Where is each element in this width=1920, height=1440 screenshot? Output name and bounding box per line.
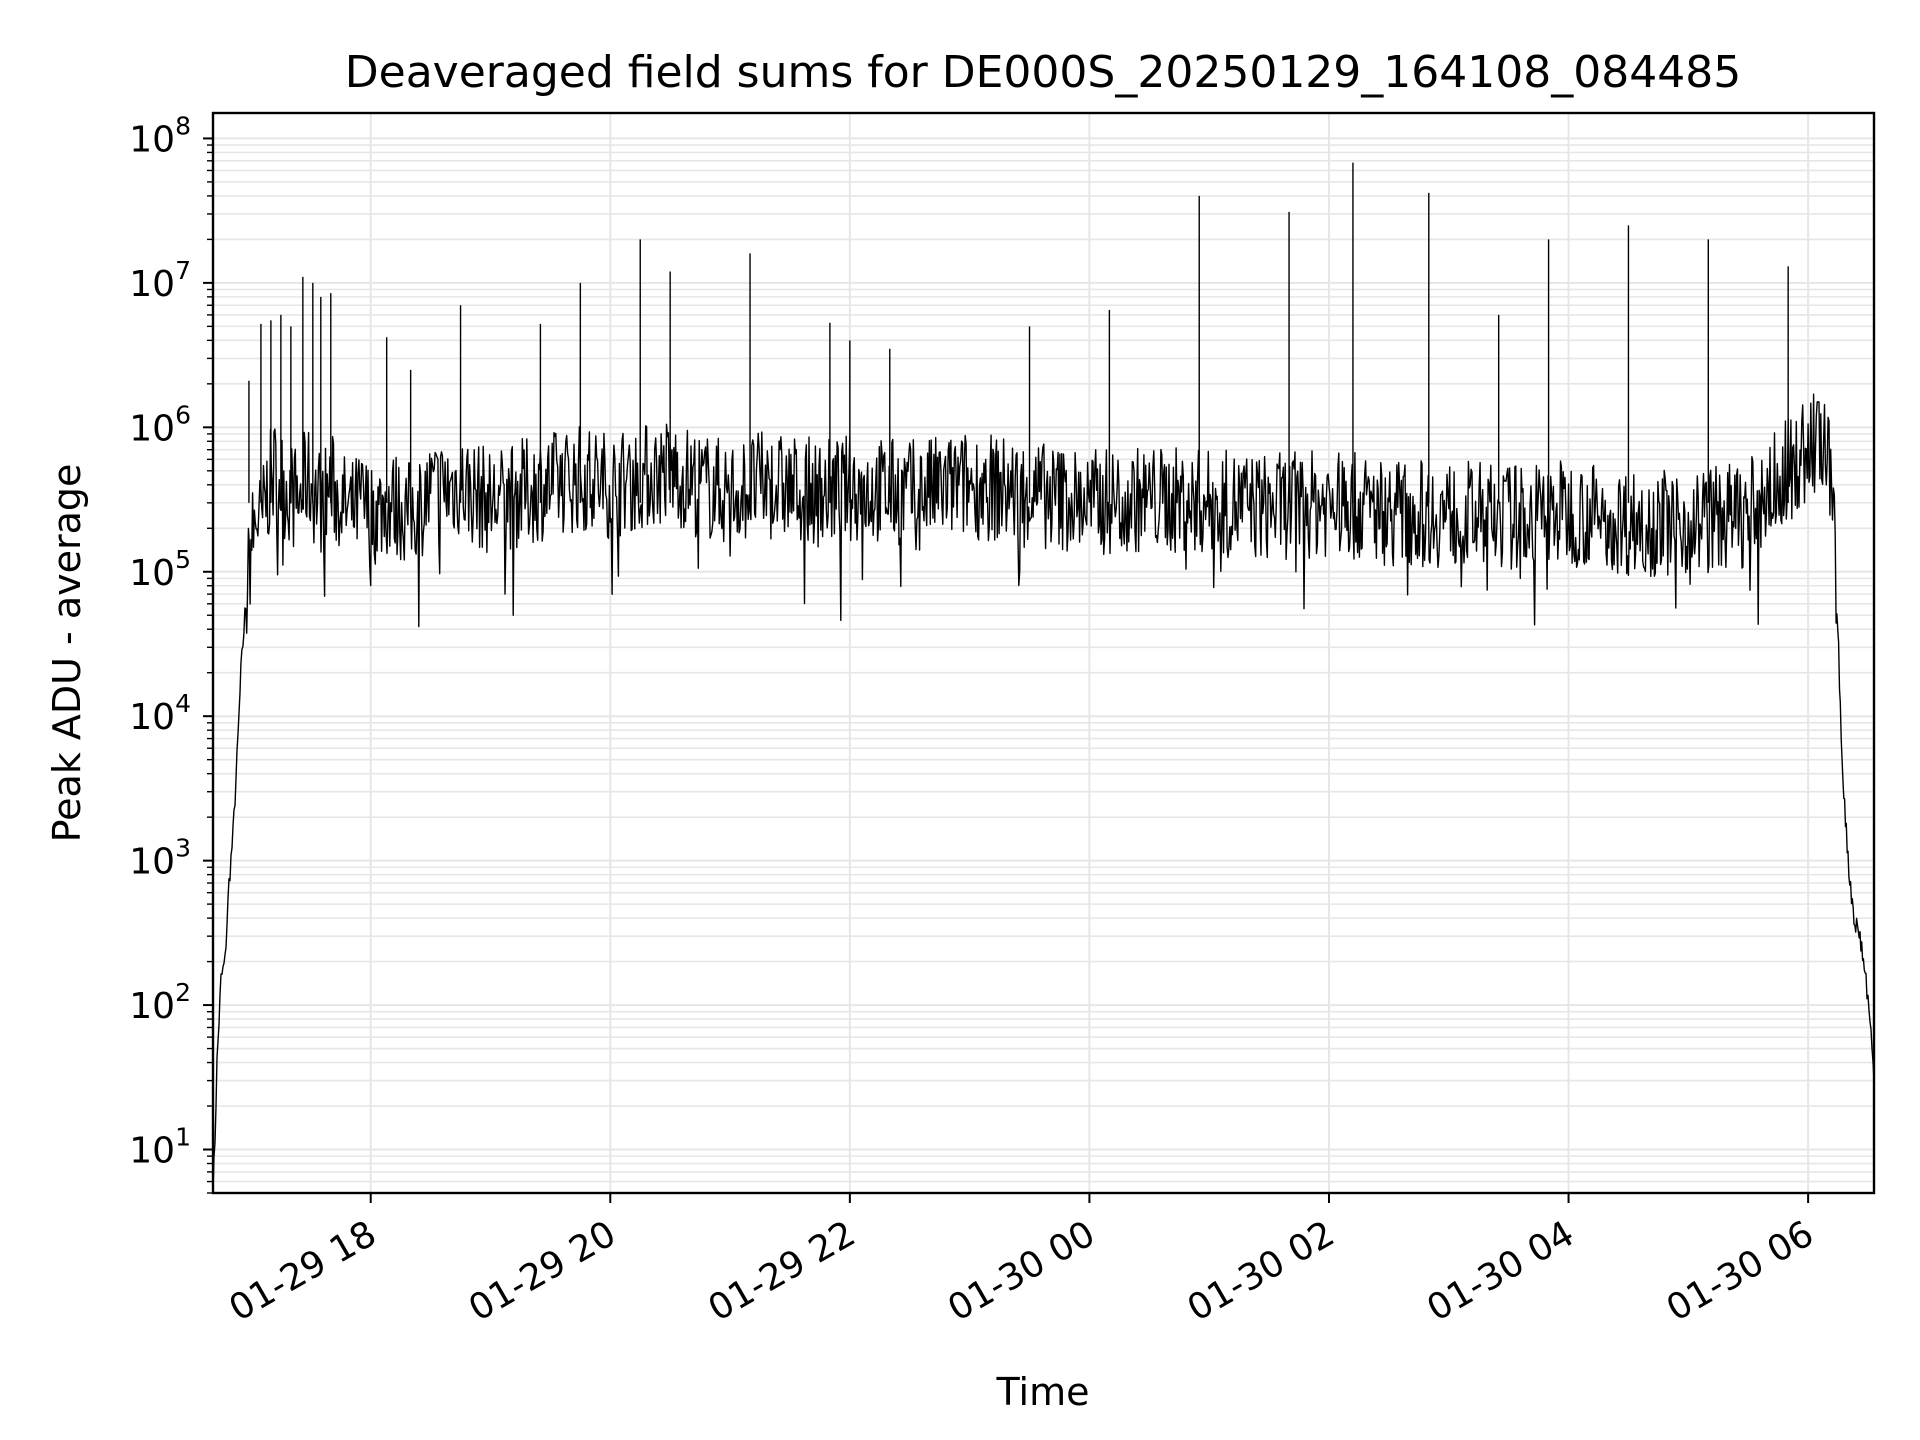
y-tick-label: 103 [129,834,191,883]
y-axis: 101 102 103 104 105 106 107 108 [129,111,213,1194]
chart-title: Deaveraged field sums for DE000S_2025012… [345,47,1741,98]
y-tick-label: 102 [129,978,191,1027]
y-axis-label: Peak ADU - average [45,464,89,843]
y-tick-label: 106 [129,400,191,449]
plot-frame [211,111,1876,1195]
x-axis-label: Time [996,1370,1090,1414]
y-tick-label: 107 [129,256,191,305]
y-tick-label: 101 [129,1123,191,1172]
y-tick-label: 108 [129,111,191,160]
y-tick-label: 104 [129,689,191,738]
y-tick-label: 105 [129,545,191,594]
series-line [212,393,1875,1194]
data-series [212,162,1875,1194]
